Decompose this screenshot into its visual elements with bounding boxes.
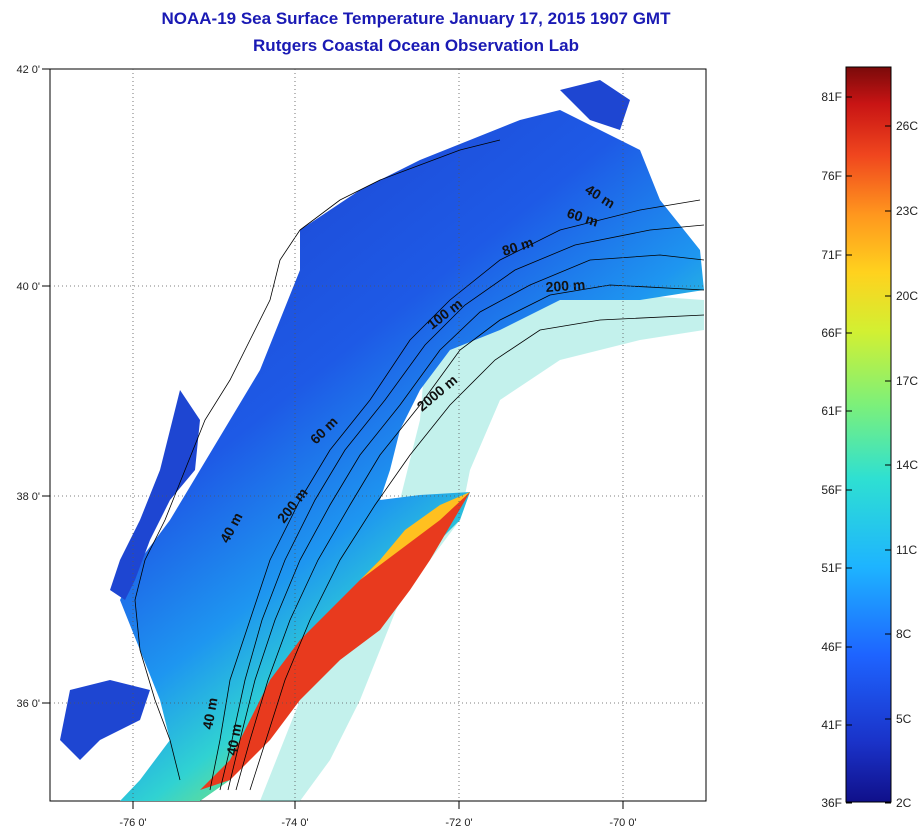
colorbar: 81F 76F 71F 66F 61F 56F 51F 46F 41F 36F 26C 23C 20C… [821, 66, 918, 810]
offshore-scatter [260, 290, 704, 801]
lon-label: -74 0' [281, 817, 308, 829]
colorbar-celsius: 26C 23C 20C 17C 14C 11C 8C 5C 2C [885, 119, 918, 810]
colorbar-f-label: 71F [821, 248, 842, 262]
colorbar-c-label: 5C [896, 712, 912, 726]
lon-label: -76 0' [119, 817, 146, 829]
colorbar-f-label: 56F [821, 483, 842, 497]
bathymetry-contours [209, 199, 705, 791]
contour-label: 40 m [223, 722, 244, 756]
contour-label: 40 m [199, 696, 220, 730]
long-island-coast [299, 139, 501, 231]
lon-label: -72 0' [445, 817, 472, 829]
gridlines [50, 69, 706, 801]
lat-label: 36 0' [16, 698, 40, 710]
map-title: NOAA-19 Sea Surface Temperature January … [161, 9, 671, 28]
chesapeake-bay [110, 390, 200, 600]
colorbar-f-label: 81F [821, 90, 842, 104]
colorbar-f-label: 36F [821, 796, 842, 810]
contour-label: 200 m [545, 276, 586, 295]
colorbar-c-label: 8C [896, 627, 912, 641]
colorbar-gradient [845, 66, 892, 803]
colorbar-f-label: 51F [821, 561, 842, 575]
colorbar-c-label: 20C [896, 289, 918, 303]
colorbar-c-label: 11C [896, 543, 917, 557]
colorbar-c-label: 26C [896, 119, 918, 133]
colorbar-f-label: 61F [821, 404, 842, 418]
ocean-sst [120, 110, 704, 801]
colorbar-f-label: 41F [821, 718, 842, 732]
map-subtitle: Rutgers Coastal Ocean Observation Lab [253, 36, 579, 55]
colorbar-fahrenheit: 81F 76F 71F 66F 61F 56F 51F 46F 41F 36F [821, 90, 852, 810]
colorbar-f-label: 76F [821, 169, 842, 183]
colorbar-c-label: 14C [896, 458, 918, 472]
pamlico-sound [60, 680, 150, 760]
colorbar-c-label: 17C [896, 374, 918, 388]
sst-data-layer [60, 80, 704, 801]
gulf-of-maine-water [560, 80, 630, 130]
colorbar-c-label: 2C [896, 796, 912, 810]
colorbar-f-label: 46F [821, 640, 842, 654]
lat-labels: 42 0' 40 0' 38 0' 36 0' [16, 64, 40, 710]
lat-label: 38 0' [16, 491, 40, 503]
colorbar-f-label: 66F [821, 326, 842, 340]
lon-label: -70 0' [609, 817, 636, 829]
coastline [134, 229, 301, 781]
lat-label: 42 0' [16, 64, 40, 76]
colorbar-c-label: 23C [896, 204, 918, 218]
lon-labels: -76 0' -74 0' -72 0' -70 0' [119, 817, 636, 829]
gulf-stream-edge [330, 492, 470, 610]
gulf-stream [200, 492, 470, 790]
lat-label: 40 0' [16, 281, 40, 293]
tick-marks [42, 68, 624, 809]
